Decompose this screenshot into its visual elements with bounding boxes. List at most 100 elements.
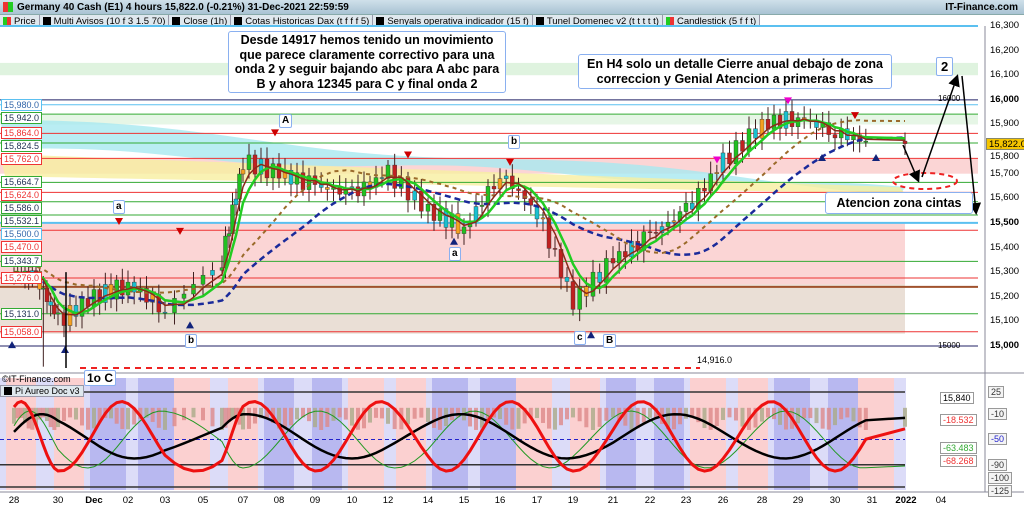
brand: IT-Finance.com (945, 1, 1018, 13)
histogram-stripe (330, 378, 336, 490)
legend-swatch (172, 17, 181, 25)
histogram-stripe (342, 378, 348, 490)
candle (79, 298, 85, 317)
histogram-bar (474, 407, 478, 430)
histogram-bar (666, 407, 670, 430)
legend-item[interactable]: Tunel Domenec v2 (t t t t t) (533, 15, 663, 27)
candle (759, 119, 765, 139)
histogram-bar (516, 407, 521, 429)
candle (431, 204, 437, 221)
histogram-bar (191, 407, 196, 418)
histogram-stripe (720, 378, 726, 490)
legend-swatch (234, 17, 243, 25)
histogram-stripe (876, 378, 882, 490)
sell-signal-icon (506, 158, 514, 166)
histogram-bar (144, 407, 149, 418)
histogram-bar (283, 407, 287, 430)
candle (552, 248, 558, 250)
histogram-stripe (744, 378, 750, 490)
histogram-bar (826, 407, 831, 430)
histogram-stripe (198, 378, 204, 490)
legend-item[interactable]: Senyals operativa indicador (15 f) (373, 15, 533, 27)
candle (33, 270, 39, 272)
legend-item[interactable]: Cotas Historicas Dax (t f f f 5) (231, 15, 374, 27)
histogram-bar (468, 407, 472, 427)
candle (789, 111, 795, 127)
date-tick: 30 (52, 495, 64, 506)
histogram-bar (522, 407, 527, 424)
legend-label: Multi Avisos (10 f 3 1.5 70) (53, 15, 166, 27)
candle (479, 204, 485, 207)
histogram-bar (331, 407, 336, 421)
indicator-legend: Price Multi Avisos (10 f 3 1.5 70) Close (… (0, 15, 761, 27)
histogram-stripe (126, 378, 132, 490)
candle (412, 190, 417, 201)
legend-item[interactable]: Close (1h) (169, 15, 232, 27)
candle (233, 198, 239, 206)
candle (671, 220, 677, 223)
histogram-stripe (828, 378, 834, 490)
histogram-stripe (540, 378, 546, 490)
buy-signal-icon (818, 153, 826, 161)
legend-swatch (665, 17, 674, 25)
price-tick: 16,200 (990, 44, 1020, 56)
buy-signal-icon (872, 153, 880, 161)
histogram-stripe (786, 378, 792, 490)
date-tick: 19 (567, 495, 579, 506)
level-label: 15,864.0 (1, 127, 43, 140)
histogram-bar (392, 407, 397, 430)
histogram-bar (565, 407, 569, 420)
histogram-stripe (186, 378, 192, 490)
legend-item[interactable]: Candlestick (5 f f t) (663, 15, 761, 27)
histogram-stripe (732, 378, 738, 490)
histogram-stripe (852, 378, 858, 490)
histogram-stripe (312, 378, 318, 490)
price-tick: 15,000 (990, 339, 1020, 351)
histogram-stripe (192, 378, 198, 490)
buy-signal-icon (450, 237, 458, 245)
legend-item[interactable]: Multi Avisos (10 f 3 1.5 70) (40, 15, 170, 27)
current-price-badge: 15,822.0 (986, 137, 1024, 150)
buy-signal-icon (587, 331, 595, 339)
wave-label-a: a (449, 247, 461, 261)
histogram-bar (808, 407, 813, 419)
histogram-stripe (870, 378, 876, 490)
histogram-stripe (180, 378, 186, 490)
projection-arrow (902, 144, 920, 183)
histogram-stripe (894, 378, 900, 490)
candle (616, 251, 622, 264)
histogram-stripe (462, 378, 468, 490)
green-zone (0, 114, 978, 125)
candle (103, 284, 108, 303)
candle (832, 134, 838, 139)
histogram-bar (337, 407, 342, 418)
histogram-bar (227, 407, 231, 422)
legend-label: Senyals operativa indicador (15 f) (387, 15, 529, 27)
histogram-stripe (108, 378, 114, 490)
histogram-bar (577, 407, 582, 422)
window-title: Germany 40 Cash (E1) 4 hours 15,822.0 (-… (17, 1, 349, 13)
histogram-stripe (162, 378, 168, 490)
histogram-stripe (396, 378, 402, 490)
histogram-stripe (810, 378, 816, 490)
sell-signal-icon (404, 151, 412, 159)
histogram-bar (56, 407, 60, 428)
date-tick: 31 (866, 495, 878, 506)
candle (753, 128, 758, 139)
projection-arrow (921, 74, 960, 178)
candle (491, 186, 497, 190)
date-tick: 22 (644, 495, 656, 506)
histogram-bar (721, 407, 725, 420)
histogram-bar (690, 407, 695, 418)
candle (522, 190, 527, 199)
date-tick: 02 (122, 495, 134, 506)
histogram-stripe (630, 378, 636, 490)
wave-label-b: b (185, 334, 198, 348)
legend-item[interactable]: Price (0, 15, 40, 27)
candle (455, 213, 461, 234)
date-tick: 03 (159, 495, 171, 506)
histogram-bar (295, 407, 299, 420)
histogram-stripe (258, 378, 264, 490)
close-line (13, 118, 906, 316)
